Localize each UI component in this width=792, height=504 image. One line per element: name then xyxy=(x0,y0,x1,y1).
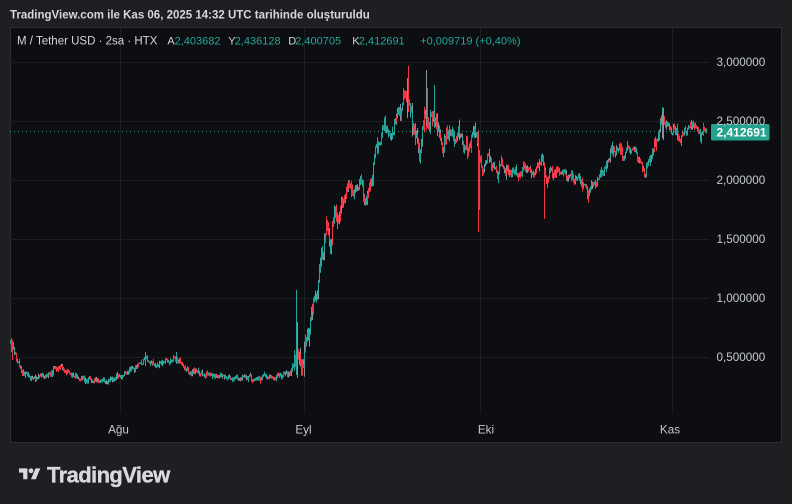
svg-text:0,500000: 0,500000 xyxy=(717,351,766,364)
svg-text:2,500000: 2,500000 xyxy=(717,115,766,128)
svg-text:TradingView: TradingView xyxy=(47,463,171,488)
svg-text:Ağu: Ağu xyxy=(108,424,129,437)
svg-text:+0,009719 (+0,40%): +0,009719 (+0,40%) xyxy=(420,36,520,48)
svg-text:1,000000: 1,000000 xyxy=(717,292,766,305)
svg-text:Eki: Eki xyxy=(478,424,494,437)
svg-text:A: A xyxy=(167,36,175,48)
svg-text:2,412691: 2,412691 xyxy=(717,126,767,140)
svg-text:TradingView.com ile Kas 06, 20: TradingView.com ile Kas 06, 2025 14:32 U… xyxy=(10,10,370,22)
svg-text:Y: Y xyxy=(228,36,236,48)
svg-text:2,412691: 2,412691 xyxy=(359,36,405,48)
svg-text:K: K xyxy=(352,36,360,48)
svg-text:2,000000: 2,000000 xyxy=(717,174,766,187)
svg-text:2,403682: 2,403682 xyxy=(175,36,221,48)
svg-text:Kas: Kas xyxy=(660,424,680,437)
svg-text:3,000000: 3,000000 xyxy=(717,56,766,69)
svg-text:Eyl: Eyl xyxy=(295,424,311,437)
svg-text:D: D xyxy=(288,36,296,48)
svg-text:1,500000: 1,500000 xyxy=(717,233,766,246)
svg-text:2,400705: 2,400705 xyxy=(295,36,341,48)
svg-text:M / Tether USD · 2sa · HTX: M / Tether USD · 2sa · HTX xyxy=(17,36,158,48)
svg-text:2,436128: 2,436128 xyxy=(235,36,281,48)
